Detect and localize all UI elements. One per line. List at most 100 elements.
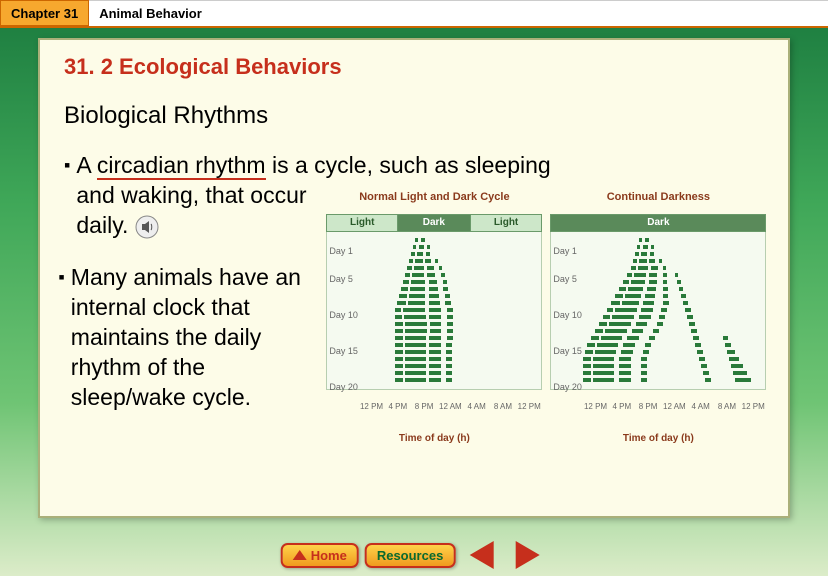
activity-tick bbox=[443, 287, 448, 291]
activity-tick bbox=[599, 322, 607, 326]
activity-tick bbox=[625, 294, 641, 298]
activity-tick bbox=[636, 322, 647, 326]
activity-tick bbox=[583, 357, 591, 361]
activity-tick bbox=[411, 252, 415, 256]
chart: Normal Light and Dark CycleLightDarkLigh… bbox=[326, 182, 542, 454]
arrow-left-icon bbox=[469, 541, 493, 569]
activity-tick bbox=[685, 308, 691, 312]
activity-tick bbox=[591, 336, 599, 340]
activity-tick bbox=[583, 371, 591, 375]
activity-tick bbox=[409, 259, 413, 263]
day-label: Day 15 bbox=[329, 336, 358, 366]
activity-tick bbox=[601, 336, 622, 340]
activity-tick bbox=[650, 252, 654, 256]
activity-tick bbox=[587, 343, 595, 347]
activity-tick bbox=[612, 315, 634, 319]
activity-tick bbox=[429, 287, 438, 291]
activity-tick bbox=[649, 280, 657, 284]
activity-tick bbox=[637, 245, 640, 249]
activity-tick bbox=[429, 357, 441, 361]
activity-tick bbox=[429, 364, 441, 368]
activity-tick bbox=[615, 294, 623, 298]
activity-tick bbox=[663, 287, 668, 291]
activity-tick bbox=[427, 245, 430, 249]
activity-tick bbox=[677, 280, 681, 284]
resources-button[interactable]: Resources bbox=[365, 543, 455, 568]
activity-tick bbox=[619, 378, 631, 382]
activity-tick bbox=[405, 350, 426, 354]
time-label: 12 AM bbox=[437, 392, 463, 422]
next-arrow[interactable] bbox=[507, 540, 547, 570]
day-label: Day 5 bbox=[329, 264, 353, 294]
activity-tick bbox=[609, 322, 631, 326]
speaker-icon[interactable] bbox=[135, 215, 159, 239]
prev-arrow[interactable] bbox=[461, 540, 501, 570]
activity-tick bbox=[404, 315, 426, 319]
activity-tick bbox=[703, 371, 709, 375]
activity-tick bbox=[446, 350, 452, 354]
activity-tick bbox=[419, 245, 424, 249]
activity-tick bbox=[447, 322, 453, 326]
activity-tick bbox=[405, 273, 410, 277]
activity-tick bbox=[639, 238, 642, 242]
activity-tick bbox=[699, 357, 705, 361]
bullet-1: ▪ A circadian rhythm is a cycle, such as… bbox=[64, 150, 766, 454]
activity-tick bbox=[595, 350, 616, 354]
time-label: 4 AM bbox=[688, 392, 714, 422]
chapter-tab: Chapter 31 bbox=[0, 0, 89, 26]
phase-label: Dark bbox=[398, 215, 471, 231]
activity-tick bbox=[429, 308, 441, 312]
activity-tick bbox=[701, 364, 707, 368]
activity-tick bbox=[583, 378, 591, 382]
time-label: 8 AM bbox=[490, 392, 516, 422]
activity-tick bbox=[595, 329, 603, 333]
day-label: Day 15 bbox=[553, 336, 582, 366]
activity-tick bbox=[645, 294, 655, 298]
activity-tick bbox=[593, 371, 614, 375]
activity-tick bbox=[635, 252, 639, 256]
activity-tick bbox=[645, 238, 649, 242]
day-label: Day 20 bbox=[553, 372, 582, 402]
activity-tick bbox=[395, 336, 403, 340]
phase-row: LightDarkLight bbox=[326, 214, 542, 232]
activity-tick bbox=[607, 308, 613, 312]
activity-tick bbox=[627, 273, 632, 277]
time-label: 12 PM bbox=[358, 392, 384, 422]
activity-tick bbox=[403, 280, 409, 284]
home-icon bbox=[293, 550, 307, 560]
graph-area: Day 1Day 5Day 10Day 15Day 20 bbox=[550, 232, 766, 390]
activity-tick bbox=[641, 371, 647, 375]
activity-tick bbox=[663, 294, 668, 298]
time-row: 12 PM4 PM8 PM12 AM4 AM8 AM12 PM bbox=[326, 392, 542, 422]
activity-tick bbox=[725, 343, 731, 347]
time-label: 8 PM bbox=[635, 392, 661, 422]
activity-tick bbox=[405, 364, 426, 368]
activity-tick bbox=[412, 273, 424, 277]
activity-tick bbox=[643, 245, 648, 249]
activity-tick bbox=[447, 329, 453, 333]
activity-tick bbox=[623, 343, 635, 347]
activity-tick bbox=[657, 322, 663, 326]
activity-tick bbox=[395, 378, 403, 382]
phase-row: Dark bbox=[550, 214, 766, 232]
activity-tick bbox=[395, 322, 403, 326]
day-label: Day 1 bbox=[553, 236, 577, 266]
activity-tick bbox=[403, 308, 425, 312]
activity-tick bbox=[619, 357, 631, 361]
activity-tick bbox=[429, 301, 440, 305]
activity-tick bbox=[395, 315, 402, 319]
activity-tick bbox=[414, 266, 424, 270]
activity-tick bbox=[427, 266, 434, 270]
activity-tick bbox=[663, 301, 669, 305]
activity-tick bbox=[395, 371, 403, 375]
activity-tick bbox=[593, 357, 614, 361]
activity-tick bbox=[697, 350, 703, 354]
activity-tick bbox=[639, 315, 651, 319]
activity-tick bbox=[681, 294, 686, 298]
activity-tick bbox=[663, 280, 667, 284]
activity-tick bbox=[597, 343, 618, 347]
activity-tick bbox=[619, 364, 631, 368]
resources-label: Resources bbox=[377, 548, 443, 563]
home-button[interactable]: Home bbox=[281, 543, 359, 568]
activity-tick bbox=[429, 315, 441, 319]
